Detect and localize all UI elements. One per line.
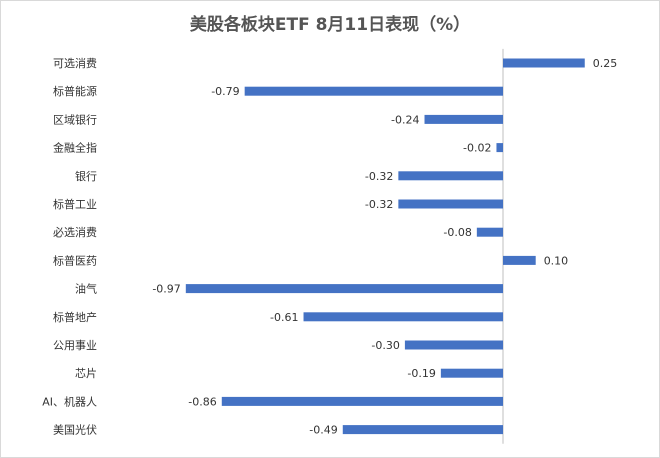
- category-label: 必选消费: [53, 225, 97, 239]
- data-label: -0.61: [270, 311, 298, 324]
- data-label: 0.25: [593, 57, 618, 70]
- bar: [476, 227, 503, 237]
- data-label: -0.08: [443, 226, 471, 239]
- category-label: 美国光伏: [53, 423, 97, 437]
- bar: [185, 284, 503, 294]
- data-label: -0.32: [365, 198, 393, 211]
- bar: [244, 86, 504, 96]
- category-label: 标普地产: [53, 310, 97, 324]
- data-label: -0.86: [188, 395, 216, 408]
- bar: [398, 171, 503, 181]
- data-label: -0.97: [152, 283, 180, 296]
- data-label: 0.10: [544, 254, 569, 267]
- bar: [404, 340, 503, 350]
- data-label: -0.24: [391, 113, 419, 126]
- bar: [303, 312, 503, 322]
- data-label: -0.49: [309, 424, 337, 437]
- category-label: 公用事业: [53, 339, 97, 352]
- bar: [424, 114, 503, 124]
- category-label: 标普能源: [53, 84, 97, 98]
- category-label: 标普工业: [53, 197, 97, 211]
- category-label: 金融全指: [53, 141, 97, 155]
- category-label: 标普医药: [53, 253, 97, 267]
- data-label: -0.02: [463, 142, 491, 155]
- category-label: 区域银行: [53, 112, 97, 126]
- data-label: -0.79: [211, 85, 239, 98]
- bar: [496, 143, 503, 153]
- bar: [503, 58, 585, 68]
- chart-title: 美股各板块ETF 8月11日表现（%）: [189, 15, 471, 35]
- data-label: -0.30: [371, 339, 399, 352]
- bar: [440, 368, 503, 378]
- category-label: 油气: [75, 282, 97, 296]
- bar: [342, 425, 503, 435]
- chart-rows: 可选消费 0.25 标普能源 -0.79 区域银行 -0.24 金融全指 -0.02 银行 -0.…: [42, 56, 617, 437]
- data-label: -0.32: [365, 170, 393, 183]
- bar: [221, 396, 503, 406]
- category-label: AI、机器人: [42, 394, 97, 408]
- category-label: 银行: [75, 169, 97, 183]
- category-label: 芯片: [75, 366, 97, 380]
- category-label: 可选消费: [53, 56, 97, 70]
- data-label: -0.19: [407, 367, 435, 380]
- bar: [503, 255, 536, 265]
- bar: [398, 199, 503, 209]
